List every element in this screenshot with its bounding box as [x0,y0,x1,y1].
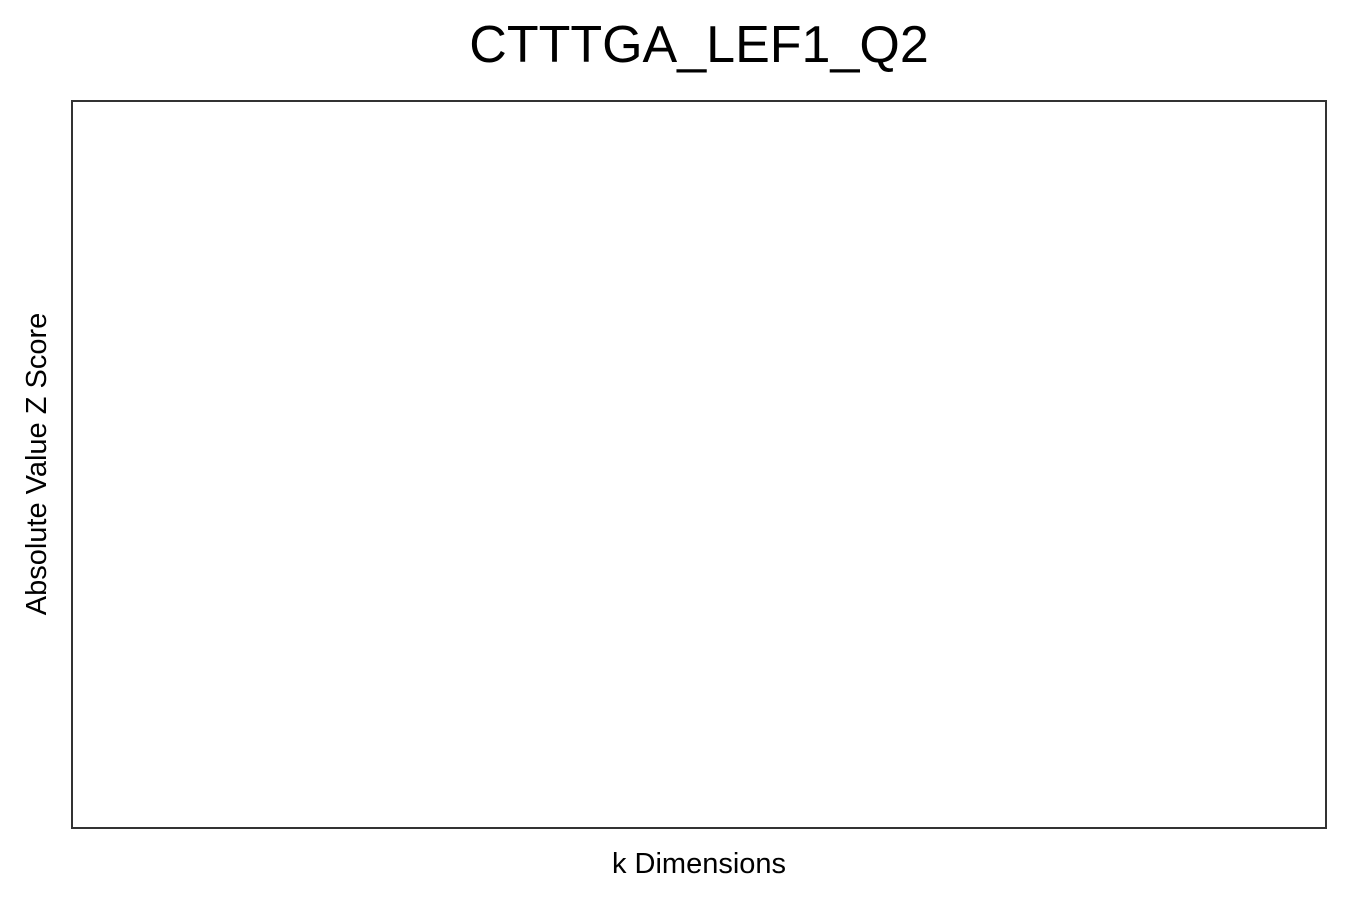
y-axis-label: Absolute Value Z Score [21,312,53,616]
plot-area [71,100,1327,829]
plot-canvas [73,102,1325,827]
chart-title: CTTTGA_LEF1_Q2 [469,16,929,74]
x-axis-label: k Dimensions [611,848,787,880]
